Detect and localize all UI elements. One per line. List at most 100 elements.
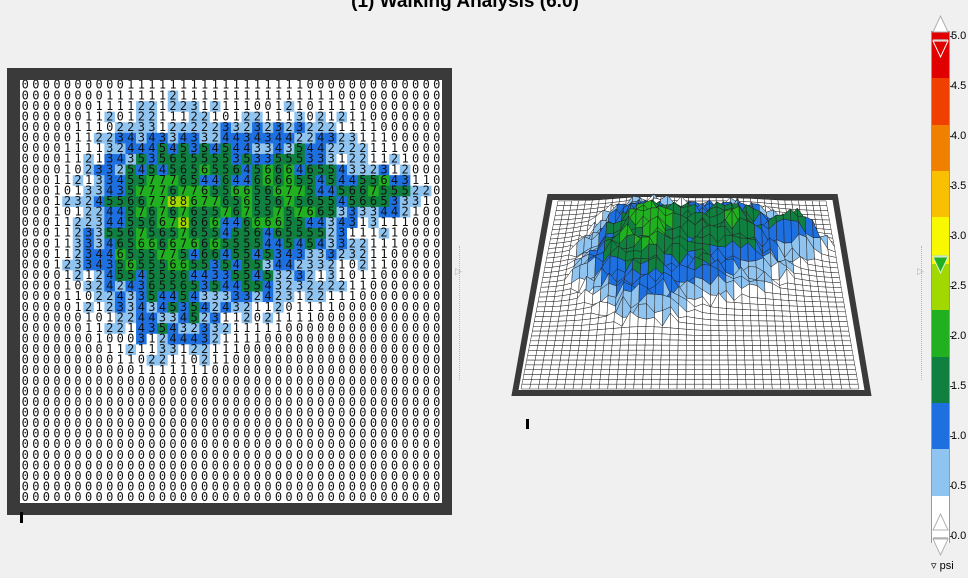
pressure-cell-value: 0 bbox=[412, 289, 419, 303]
pressure-cell bbox=[41, 259, 52, 271]
pressure-cell-value: 0 bbox=[433, 289, 440, 303]
surface-cell bbox=[553, 295, 563, 302]
pressure-cell-value: 0 bbox=[201, 469, 208, 483]
pressure-cell-value: 0 bbox=[22, 437, 29, 451]
surface-cell bbox=[754, 379, 764, 385]
pressure-cell-value: 0 bbox=[349, 331, 356, 345]
pressure-cell bbox=[347, 206, 358, 218]
pressure-cell-value: 2 bbox=[96, 268, 103, 282]
pressure-cell bbox=[262, 132, 274, 144]
pressure-cell bbox=[294, 450, 306, 462]
surface-cell bbox=[572, 383, 583, 390]
pressure-cell bbox=[431, 280, 442, 292]
pressure-cell-value: 2 bbox=[106, 321, 113, 335]
surface-cell bbox=[808, 335, 818, 342]
pressure-cell-value: 4 bbox=[96, 257, 103, 271]
pressure-cell bbox=[431, 386, 442, 398]
bottom-threshold-marker-icon[interactable] bbox=[931, 512, 950, 558]
pressure-cell-value: 3 bbox=[401, 173, 408, 187]
pressure-cell bbox=[283, 228, 295, 239]
pressure-cell-value: 0 bbox=[233, 406, 240, 420]
pressure-cell-value: 6 bbox=[201, 215, 208, 229]
pressure-cell bbox=[20, 280, 31, 292]
pressure-map-3d[interactable] bbox=[510, 185, 880, 425]
pressure-cell-value: 1 bbox=[349, 289, 356, 303]
pressure-cell bbox=[283, 101, 295, 113]
surface-cell bbox=[821, 214, 830, 221]
pressure-cell-value: 5 bbox=[328, 194, 335, 208]
pressure-cell-value: 6 bbox=[285, 162, 292, 176]
pressure-cell bbox=[188, 101, 200, 113]
pressure-cell bbox=[252, 270, 263, 282]
pressure-cell bbox=[294, 407, 306, 419]
pressure-cell-value: 0 bbox=[32, 342, 39, 356]
pressure-cell-value: 3 bbox=[359, 162, 366, 176]
pressure-cell bbox=[167, 259, 179, 271]
pressure-cell-value: 6 bbox=[148, 215, 155, 229]
pressure-cell-value: 2 bbox=[106, 289, 113, 303]
pressure-cell bbox=[41, 492, 52, 503]
pressure-cell-value: 0 bbox=[433, 406, 440, 420]
surface-cell bbox=[764, 292, 774, 300]
pressure-cell-value: 0 bbox=[380, 427, 387, 441]
pressure-cell bbox=[178, 249, 190, 261]
surface-cell bbox=[595, 334, 606, 341]
pressure-cell bbox=[62, 386, 74, 398]
pressure-cell-value: 0 bbox=[22, 268, 29, 282]
right-panel-splitter[interactable] bbox=[921, 246, 923, 380]
legend-tick-label: 4.0 bbox=[951, 130, 967, 142]
surface-cell bbox=[685, 383, 695, 390]
upper-threshold-marker-icon[interactable] bbox=[931, 14, 950, 64]
pressure-cell bbox=[104, 365, 116, 377]
pressure-cell bbox=[347, 344, 358, 356]
pressure-cell bbox=[357, 386, 369, 398]
pressure-cell-value: 0 bbox=[64, 205, 71, 219]
pressure-cell bbox=[294, 164, 306, 176]
pressure-cell bbox=[410, 280, 422, 292]
surface-cell bbox=[728, 369, 738, 375]
pressure-cell-value: 0 bbox=[212, 469, 219, 483]
pressure-cell-value: 0 bbox=[349, 490, 356, 503]
left-splitter-arrow-icon[interactable]: ▷ bbox=[455, 266, 462, 276]
surface-cell bbox=[563, 330, 574, 337]
pressure-cell bbox=[389, 154, 401, 165]
pressure-cell-value: 0 bbox=[117, 480, 124, 494]
pressure-cell bbox=[231, 481, 242, 493]
surface-cell bbox=[604, 328, 614, 336]
pressure-cell-value: 1 bbox=[96, 300, 103, 314]
surface-cell bbox=[745, 379, 755, 385]
pressure-cell bbox=[262, 471, 274, 483]
left-panel-splitter[interactable] bbox=[459, 246, 461, 380]
pressure-cell-value: 1 bbox=[233, 321, 240, 335]
surface-cell bbox=[577, 350, 587, 356]
pressure-cell bbox=[241, 344, 253, 356]
pressure-cell bbox=[252, 90, 263, 102]
pressure-cell bbox=[209, 164, 221, 176]
pressure-cell bbox=[93, 249, 105, 261]
pressure-cell bbox=[273, 111, 285, 123]
pressure-cell bbox=[93, 407, 105, 419]
pressure-cell bbox=[62, 259, 74, 271]
surface-cell bbox=[609, 359, 620, 366]
legend-tick-mark bbox=[950, 36, 953, 37]
pressure-cell bbox=[209, 259, 221, 271]
pressure-cell-value: 5 bbox=[307, 236, 314, 250]
pressure-cell bbox=[188, 90, 200, 102]
pressure-cell bbox=[252, 122, 263, 134]
right-splitter-arrow-icon[interactable]: ▷ bbox=[917, 266, 924, 276]
legend-tick-mark bbox=[950, 236, 953, 237]
lower-threshold-marker-icon[interactable] bbox=[931, 253, 950, 279]
pressure-cell-value: 6 bbox=[138, 194, 145, 208]
pressure-cell-value: 2 bbox=[307, 120, 314, 134]
pressure-cell-value: 0 bbox=[423, 321, 430, 335]
surface-cell bbox=[761, 355, 771, 361]
pressure-cell-value: 0 bbox=[127, 458, 134, 472]
pressure-cell-value: 0 bbox=[254, 384, 261, 398]
pressure-cell bbox=[157, 344, 168, 356]
pressure-cell-value: 0 bbox=[138, 458, 145, 472]
pressure-cell bbox=[241, 217, 253, 229]
legend-unit-label[interactable]: ▿ psi bbox=[931, 560, 954, 572]
pressure-cell-value: 0 bbox=[317, 80, 324, 92]
pressure-cell-value: 3 bbox=[190, 131, 197, 145]
